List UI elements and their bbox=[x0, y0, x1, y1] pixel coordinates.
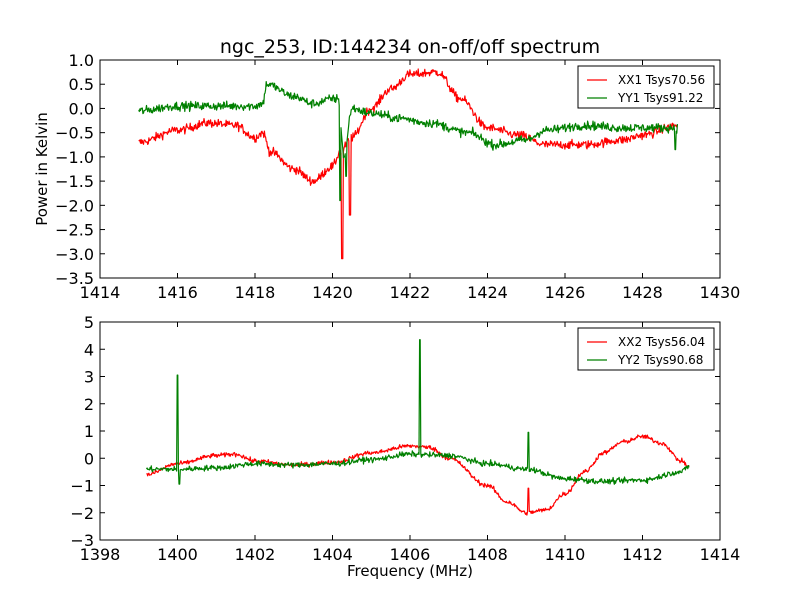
x-tick-label: 1410 bbox=[545, 545, 586, 564]
x-tick-label: 1398 bbox=[80, 545, 121, 564]
y-tick-label: 0.5 bbox=[69, 75, 94, 94]
x-tick-label: 1406 bbox=[390, 545, 431, 564]
y-tick-label: 3 bbox=[84, 368, 94, 387]
x-tick-label: 1426 bbox=[545, 283, 586, 302]
x-tick-label: 1400 bbox=[157, 545, 198, 564]
x-tick-label: 1402 bbox=[235, 545, 276, 564]
x-tick-label: 1422 bbox=[390, 283, 431, 302]
series-line-xx2 bbox=[146, 434, 690, 516]
legend-label: XX1 Tsys70.56 bbox=[618, 73, 705, 87]
y-tick-label: 5 bbox=[84, 313, 94, 332]
y-tick-label: 0 bbox=[84, 449, 94, 468]
legend-box bbox=[577, 65, 715, 109]
y-tick-label: −2 bbox=[70, 504, 94, 523]
y-axis-label: Power in Kelvin bbox=[33, 112, 51, 226]
y-tick-label: −3.5 bbox=[55, 269, 94, 288]
x-tick-label: 1412 bbox=[622, 545, 663, 564]
legend-box bbox=[577, 327, 715, 371]
x-tick-label: 1408 bbox=[467, 545, 508, 564]
x-tick-label: 1430 bbox=[700, 283, 741, 302]
legend-label: YY2 Tsys90.68 bbox=[617, 353, 703, 367]
legend-label: XX2 Tsys56.04 bbox=[618, 335, 705, 349]
chart-title: ngc_253, ID:144234 on-off/off spectrum bbox=[220, 36, 600, 58]
x-tick-label: 1428 bbox=[622, 283, 663, 302]
series-line-yy2 bbox=[145, 339, 690, 485]
y-tick-label: −2.0 bbox=[55, 196, 94, 215]
y-tick-label: −1.0 bbox=[55, 148, 94, 167]
x-tick-label: 1416 bbox=[157, 283, 198, 302]
legend: XX1 Tsys70.56 YY1 Tsys91.22 bbox=[577, 65, 715, 109]
x-tick-label: 1420 bbox=[312, 283, 353, 302]
x-tick-label: 1424 bbox=[467, 283, 508, 302]
y-tick-label: 1.0 bbox=[69, 51, 94, 70]
x-axis-label: Frequency (MHz) bbox=[347, 562, 473, 580]
series-line-xx1 bbox=[138, 68, 678, 260]
y-tick-label: −3.0 bbox=[55, 245, 94, 264]
y-tick-label: −1 bbox=[70, 477, 94, 496]
x-tick-label: 1418 bbox=[235, 283, 276, 302]
legend: XX2 Tsys56.04 YY2 Tsys90.68 bbox=[577, 327, 715, 371]
x-tick-label: 1414 bbox=[80, 283, 121, 302]
y-tick-label: 2 bbox=[84, 395, 94, 414]
y-tick-label: −3 bbox=[70, 531, 94, 550]
y-tick-label: 1 bbox=[84, 422, 94, 441]
x-tick-label: 1414 bbox=[700, 545, 741, 564]
x-tick-label: 1404 bbox=[312, 545, 353, 564]
series-line-yy1 bbox=[138, 80, 678, 202]
y-tick-label: −1.5 bbox=[55, 172, 94, 191]
y-tick-label: −2.5 bbox=[55, 221, 94, 240]
y-tick-label: −0.5 bbox=[55, 124, 94, 143]
y-tick-label: 0.0 bbox=[69, 99, 94, 118]
top-axes: 1414 1416 1418 1420 1422 1424 1426 1428 1430 1.0 0… bbox=[55, 51, 740, 302]
bottom-axes: 1398 1400 1402 1404 1406 1408 1410 1412 1414 5 4 3 2… bbox=[70, 313, 740, 564]
legend-label: YY1 Tsys91.22 bbox=[617, 91, 703, 105]
y-tick-label: 4 bbox=[84, 340, 94, 359]
